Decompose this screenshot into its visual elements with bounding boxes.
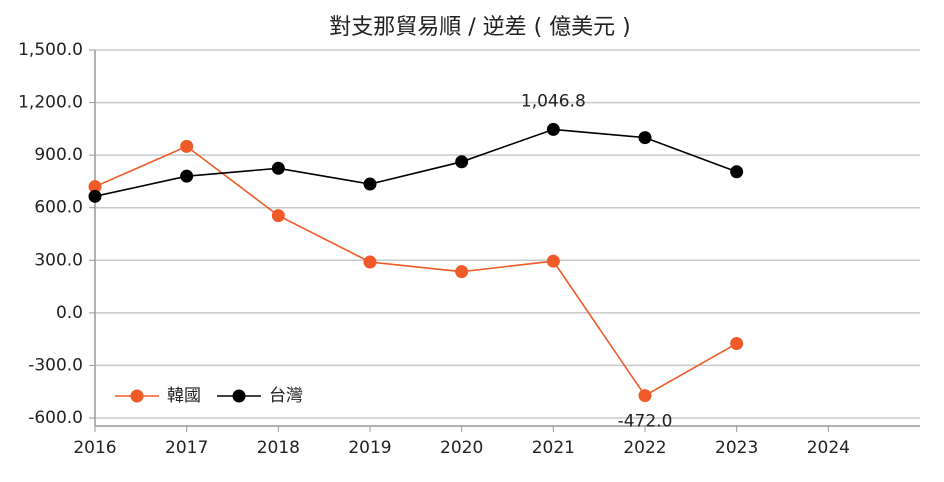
data-point — [271, 161, 285, 175]
legend-marker — [232, 389, 246, 403]
legend-label: 韓國 — [167, 386, 201, 406]
data-point — [180, 169, 194, 183]
y-tick-label: 0.0 — [56, 303, 83, 323]
series-line — [94, 145, 738, 397]
data-point — [638, 389, 652, 403]
x-tick-label: 2019 — [348, 438, 391, 458]
data-point — [546, 122, 560, 136]
x-tick-label: 2024 — [807, 438, 850, 458]
y-tick-label: 600.0 — [34, 198, 83, 218]
data-point — [363, 177, 377, 191]
data-point — [180, 139, 194, 153]
y-tick-label: -600.0 — [28, 408, 83, 428]
data-point — [455, 155, 469, 169]
y-tick-label: 300.0 — [34, 250, 83, 270]
x-tick-label: 2021 — [532, 438, 575, 458]
x-tick-label: 2016 — [73, 438, 116, 458]
data-label: 1,046.8 — [521, 91, 586, 111]
data-point — [546, 254, 560, 268]
data-point — [271, 209, 285, 223]
data-point — [88, 189, 102, 203]
x-tick-label: 2017 — [165, 438, 208, 458]
x-tick-label: 2023 — [715, 438, 758, 458]
y-tick-label: 1,500.0 — [18, 40, 83, 60]
data-label: -472.0 — [618, 412, 673, 432]
chart-title: 對支那貿易順 / 逆差 ( 億美元 ) — [329, 15, 631, 40]
y-tick-label: -300.0 — [28, 355, 83, 375]
data-point — [363, 255, 377, 269]
x-tick-label: 2018 — [257, 438, 300, 458]
x-tick-label: 2022 — [623, 438, 666, 458]
data-point — [638, 131, 652, 145]
legend-marker — [130, 389, 144, 403]
series-line — [94, 128, 737, 198]
x-tick-label: 2020 — [440, 438, 483, 458]
data-point — [88, 180, 102, 194]
data-point — [730, 337, 744, 351]
y-tick-label: 900.0 — [34, 145, 83, 165]
legend-label: 台灣 — [269, 386, 303, 406]
data-point — [455, 265, 469, 279]
y-tick-label: 1,200.0 — [18, 93, 83, 113]
data-point — [730, 165, 744, 179]
